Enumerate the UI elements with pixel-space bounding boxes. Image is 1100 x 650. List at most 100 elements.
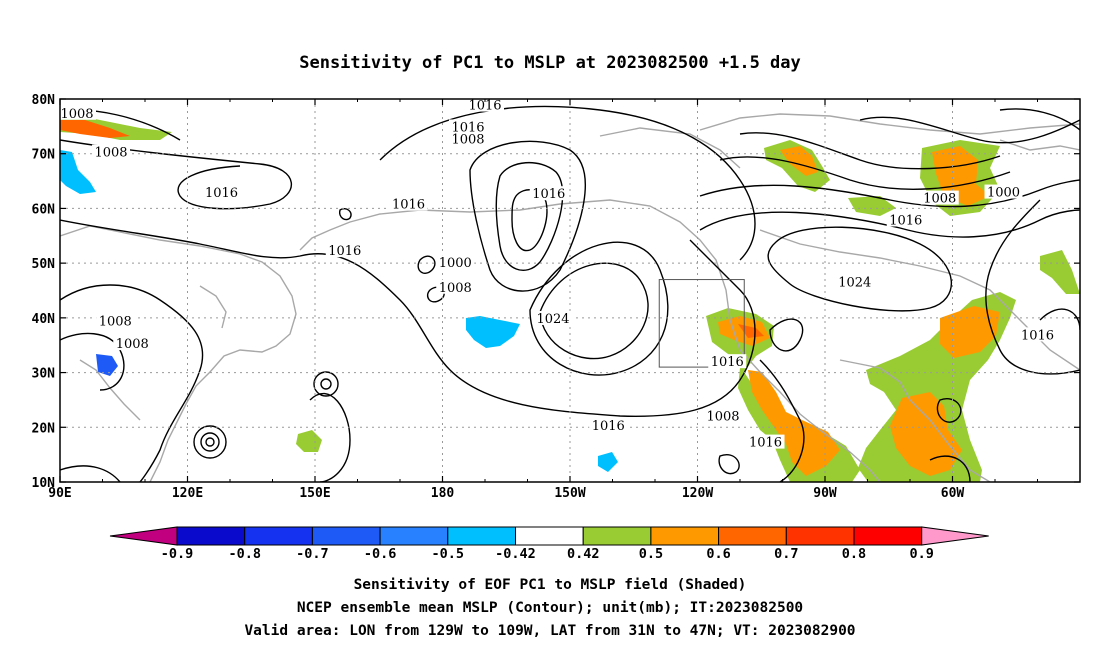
figure-title: Sensitivity of PC1 to MSLP at 2023082500… — [299, 53, 801, 73]
colorbar-segment — [379, 526, 449, 546]
contour-label-bg — [704, 408, 742, 423]
contour-labels: 1008 1008 1016 1016 1016 1008 1016 1016 1000 1008… — [60, 99, 1057, 451]
colorbar-segment — [311, 526, 381, 546]
contour-label: 1016 — [749, 436, 782, 451]
shade-negative-region — [60, 150, 96, 194]
colorbar-segment — [718, 526, 787, 546]
shade-positive-region — [296, 430, 322, 452]
shade-positive-region — [890, 392, 962, 476]
contour-label: 1008 — [923, 192, 956, 207]
contour-label: 1016 — [392, 198, 425, 213]
contour-label: 1016 — [711, 355, 744, 370]
contour-label-bg — [835, 274, 874, 289]
colorbar: -0.9 -0.8 -0.7 -0.6 -0.5 -0.42 0.42 0.5 0.6 0.7 0.… — [109, 526, 989, 562]
contour-label-bg — [589, 418, 628, 433]
latitude-axis: 80N 70N 60N 50N 40N 30N 20N 10N — [32, 93, 1080, 491]
colorbar-segment — [447, 526, 516, 546]
shade-positive-region — [940, 306, 1000, 358]
map-panel: 1008 1008 1016 1016 1016 1008 1016 1016 1000 1008… — [32, 93, 1081, 501]
colorbar-segment — [582, 526, 652, 546]
lat-label: 40N — [32, 312, 56, 327]
contour-label: 1000 — [439, 256, 472, 271]
contour-label: 1016 — [532, 187, 565, 202]
lat-label: 60N — [32, 202, 56, 217]
contour-label-bg — [202, 185, 241, 200]
contour-label: 1008 — [451, 132, 484, 147]
coastlines — [60, 113, 1080, 482]
shade-negative-region — [96, 354, 118, 376]
lon-label: 120W — [682, 486, 713, 501]
contour-label-bg — [466, 99, 504, 112]
contour-label-bg — [389, 196, 428, 211]
colorbar-segment — [785, 526, 855, 546]
longitude-axis: 90E 120E 150E 180 150W 120W 90W 60W — [48, 99, 1038, 501]
colorbar-tick-label: -0.5 — [432, 546, 465, 562]
colorbar-tick-label: -0.8 — [228, 546, 261, 562]
contour-label-bg — [113, 336, 152, 351]
contour-label-bg — [984, 184, 1023, 199]
shade-positive-region — [848, 196, 896, 216]
contour-label: 1008 — [439, 281, 472, 296]
contour-label-bg — [96, 313, 135, 328]
colorbar-tick-label: -0.9 — [161, 546, 194, 562]
contour-label: 1024 — [838, 275, 871, 290]
contour-label-bg — [534, 310, 572, 325]
caption-line-1: Sensitivity of EOF PC1 to MSLP field (Sh… — [354, 577, 747, 593]
contour-label: 1016 — [592, 419, 625, 434]
lon-label: 90E — [48, 486, 71, 501]
shade-positive-region — [1040, 250, 1080, 294]
sensitivity-shading — [60, 116, 1080, 482]
shade-positive-region — [780, 146, 818, 176]
contour-label: 1008 — [116, 337, 149, 352]
shade-negative-region — [466, 316, 520, 348]
contour-label: 1008 — [706, 409, 739, 424]
lat-lon-grid — [60, 99, 1080, 482]
contour-label-bg — [92, 144, 130, 159]
contour-label: 1016 — [328, 244, 361, 259]
lat-label: 20N — [32, 421, 56, 436]
shade-negative-region — [598, 452, 618, 472]
colorbar-segment — [244, 526, 313, 546]
contour-label-bg — [746, 434, 785, 449]
lon-label: 180 — [431, 486, 455, 501]
colorbar-segment — [853, 526, 923, 546]
contour-label-bg — [436, 279, 475, 294]
caption: Sensitivity of EOF PC1 to MSLP field (Sh… — [244, 577, 855, 639]
colorbar-segment — [176, 526, 246, 546]
contour-label: 1016 — [205, 186, 238, 201]
lon-label: 90W — [813, 486, 837, 501]
contour-label-bg — [449, 131, 487, 146]
colorbar-arrow-high — [921, 526, 989, 546]
colorbar-tick-label: 0.6 — [706, 546, 730, 562]
contour-label-bg — [325, 243, 364, 258]
colorbar-tick-label: -0.42 — [495, 546, 536, 562]
contour-label-bg — [436, 255, 475, 270]
colorbar-tick-label: 0.8 — [842, 546, 866, 562]
contour-label-bg — [449, 119, 487, 134]
contour-label: 1008 — [99, 315, 132, 330]
contour-label: 1008 — [94, 146, 127, 161]
lat-label: 50N — [32, 257, 56, 272]
contour-label-bg — [920, 190, 959, 205]
lon-label: 150W — [554, 486, 585, 501]
lat-label: 80N — [32, 93, 56, 108]
colorbar-tick-label: -0.7 — [296, 546, 329, 562]
colorbar-tick-label: -0.6 — [364, 546, 397, 562]
contour-label-bg — [60, 105, 96, 120]
lat-label: 10N — [32, 476, 56, 491]
valid-area-box — [658, 279, 745, 368]
colorbar-tick-label: 0.9 — [910, 546, 934, 562]
lon-label: 60W — [941, 486, 965, 501]
lat-label: 30N — [32, 367, 56, 382]
lon-label: 120E — [172, 486, 203, 501]
caption-line-3: Valid area: LON from 129W to 109W, LAT f… — [244, 623, 855, 639]
shade-positive-region — [748, 370, 840, 476]
contour-label-bg — [1018, 327, 1057, 342]
contour-label: 1000 — [987, 186, 1020, 201]
lon-label: 150E — [299, 486, 330, 501]
contour-label: 1016 — [468, 99, 501, 114]
caption-line-2: NCEP ensemble mean MSLP (Contour); unit(… — [297, 600, 803, 616]
colorbar-segment — [515, 526, 584, 546]
contour-label: 1024 — [536, 312, 569, 327]
